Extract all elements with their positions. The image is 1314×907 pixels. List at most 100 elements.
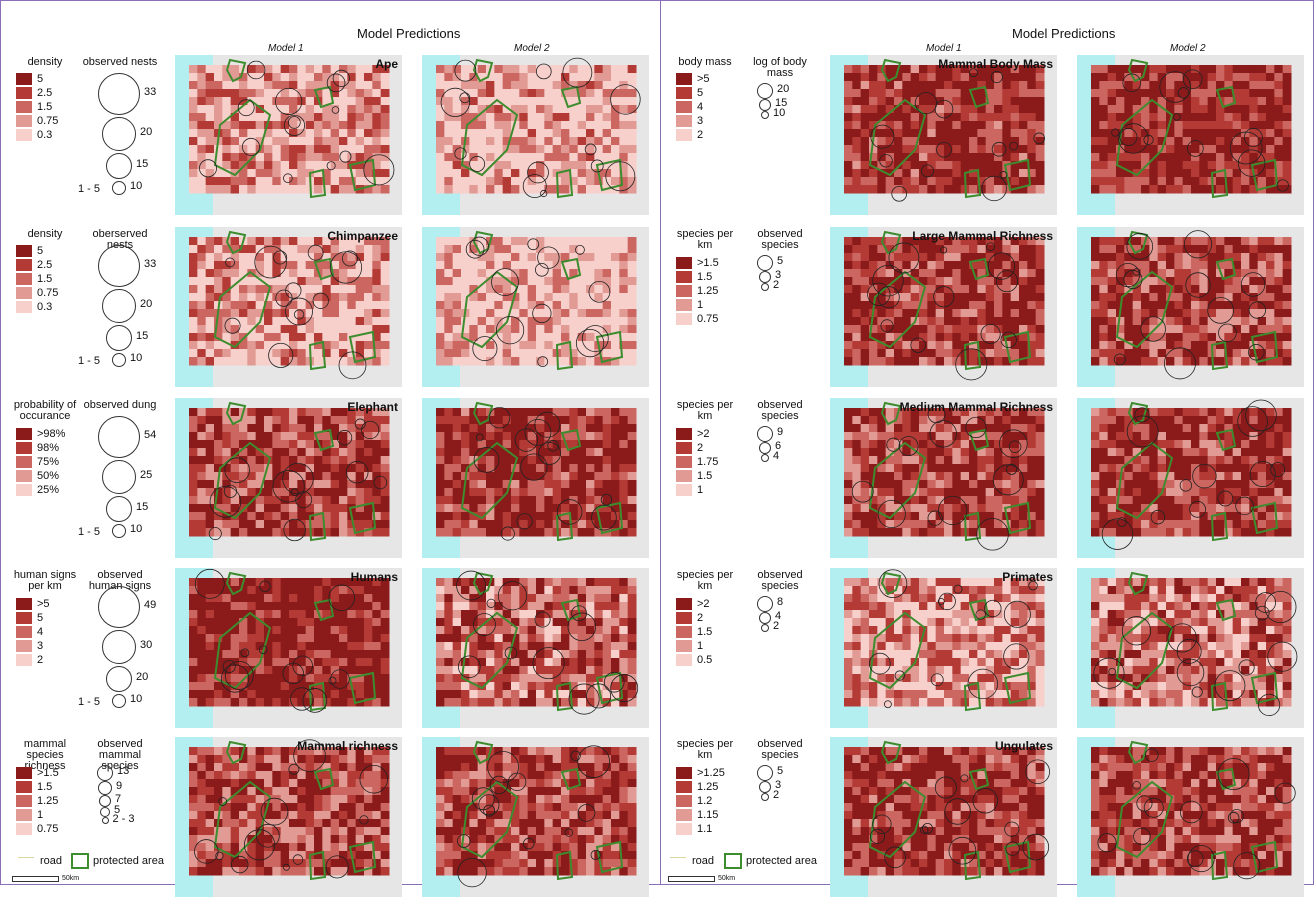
circle-label: 10 [130, 693, 143, 705]
legend-label: 1.5 [697, 626, 713, 638]
right-row-4: species per km >1.25 1.25 1.2 1.15 1.1 observe… [660, 737, 1314, 907]
legend-label: 4 [37, 626, 44, 638]
legend-swatch [16, 115, 32, 127]
circle-legend-title: observed dung [83, 399, 157, 411]
legend-swatch [676, 654, 692, 666]
circle-label: 20 [140, 298, 153, 310]
legend-label: 1.1 [697, 823, 713, 835]
legend-label: >1.25 [697, 767, 725, 779]
legend-swatch [676, 87, 692, 99]
circle-label: 20 [777, 83, 790, 95]
legend-circle [757, 426, 773, 442]
circle-label: 54 [144, 429, 157, 441]
protected-legend: protected area [71, 853, 164, 869]
legend-circle [112, 181, 126, 195]
legend-title: density [27, 228, 63, 240]
map-title: Primates [1002, 570, 1053, 584]
left-header: Model Predictions [357, 26, 461, 41]
legend-label: 0.75 [37, 115, 59, 127]
circle-label: 2 [773, 279, 780, 291]
legend-label: 98% [37, 442, 60, 454]
circle-label: 20 [136, 671, 149, 683]
right-row3-map1: Primates [830, 568, 1057, 728]
circle-label: 25 [140, 469, 153, 481]
legend-circle [97, 765, 113, 781]
left-row4-map1: Mammal richness [175, 737, 402, 897]
protected-area-icon [71, 853, 89, 869]
legend-circle [98, 586, 140, 628]
legend-title: species per km [676, 569, 734, 592]
legend-swatch [16, 456, 32, 468]
circle-label: 10 [773, 107, 786, 119]
legend-label: 1.25 [697, 781, 719, 793]
left-row3-map1: Humans [175, 568, 402, 728]
legend-circle [761, 624, 769, 632]
legend-label: 75% [37, 456, 60, 468]
legend-swatch [16, 484, 32, 496]
circle-label: 15 [136, 158, 149, 170]
legend-label: >2 [697, 428, 710, 440]
circle-label: 2 [773, 789, 780, 801]
legend-swatch [16, 470, 32, 482]
circle-min-label: 1 - 5 [78, 696, 101, 708]
legend-swatch [676, 257, 692, 269]
circle-label: 8 [777, 596, 784, 608]
legend-label: 0.75 [37, 823, 59, 835]
legend-label: 1.5 [37, 273, 53, 285]
left-row3-map2 [422, 568, 649, 728]
legend-swatch [16, 598, 32, 610]
legend-circle [759, 271, 771, 283]
legend-swatch [676, 285, 692, 297]
legend-title: species per km [676, 228, 734, 251]
right-row-3: species per km >2 2 1.5 1 0.5 observed species… [660, 568, 1314, 738]
right-row0-map2 [1077, 55, 1304, 215]
legend-circle [757, 765, 773, 781]
circle-label: 6 [775, 440, 782, 452]
legend-circle [102, 460, 136, 494]
legend-label: 5 [37, 73, 44, 85]
legend-swatch [676, 626, 692, 638]
left-row-2: probability of occurance >98% 98% 75% 50% 25%… [0, 398, 654, 568]
legend-circle [757, 83, 773, 99]
legend-circle [98, 245, 140, 287]
circle-label: 15 [775, 97, 788, 109]
legend-swatch [676, 456, 692, 468]
circle-label: 5 [777, 255, 784, 267]
legend-swatch [676, 313, 692, 325]
right-row-1: species per km >1.5 1.5 1.25 1 0.75 observed s… [660, 227, 1314, 397]
right-row4-map2 [1077, 737, 1304, 897]
legend-circle [761, 283, 769, 291]
legend-swatch [16, 301, 32, 313]
road-legend: road [18, 855, 62, 867]
legend-swatch [676, 767, 692, 779]
circle-label: 3 [775, 269, 782, 281]
map-title: Medium Mammal Richness [899, 400, 1053, 414]
legend-swatch [16, 101, 32, 113]
legend-label: 2 [37, 654, 44, 666]
legend-circle [98, 416, 140, 458]
legend-label: 0.75 [697, 313, 719, 325]
legend-label: >1.5 [697, 257, 719, 269]
legend-swatch [16, 273, 32, 285]
map-title: Large Mammal Richness [912, 229, 1053, 243]
map-title: Ungulates [994, 739, 1053, 753]
right-row-2: species per km >2 2 1.75 1.5 1 observed specie… [660, 398, 1314, 568]
legend-label: 3 [697, 115, 704, 127]
circle-legend-title: observed nests [82, 56, 158, 68]
right-row0-map1: Mammal Body Mass [830, 55, 1057, 215]
left-row-1: density 5 2.5 1.5 0.75 0.3 oberserved nests 33 2… [0, 227, 654, 397]
legend-swatch [676, 823, 692, 835]
legend-circle [112, 353, 126, 367]
legend-label: 1.75 [697, 456, 719, 468]
legend-circle [761, 454, 769, 462]
legend-circle [106, 496, 132, 522]
protected-area-icon [724, 853, 742, 869]
legend-swatch [16, 259, 32, 271]
legend-circle [98, 73, 140, 115]
legend-circle [102, 289, 136, 323]
legend-circle [99, 795, 111, 807]
legend-circle [106, 666, 132, 692]
legend-label: 2 [697, 612, 704, 624]
legend-circle [100, 807, 110, 817]
left-row1-map2 [422, 227, 649, 387]
